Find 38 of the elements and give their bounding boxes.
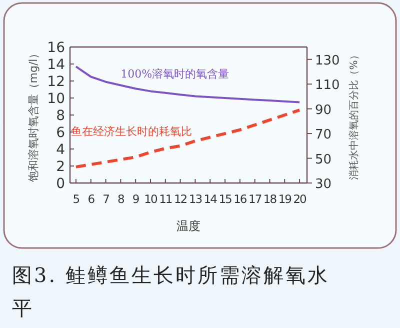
y-tick-label: 2 [56, 159, 65, 175]
y-axis-title: 饱和溶氧时氧含量（mg/l） [27, 48, 40, 184]
x-axis-title: 温度 [176, 219, 200, 233]
y2-tick-label: 110 [315, 78, 340, 94]
x-tick-label: 12 [174, 192, 188, 206]
y2-axis-title: 消耗水中溶氧的百分比（%） [348, 50, 360, 180]
series-label: 100%溶氧时的氧含量 [120, 67, 230, 80]
y2-tick-label: 70 [315, 128, 332, 143]
x-tick-label: 15 [218, 192, 232, 206]
x-tick-label: 9 [132, 192, 140, 206]
y-tick-label: 8 [56, 108, 65, 124]
y-tick-label: 0 [56, 176, 65, 192]
x-tick-label: 19 [278, 192, 292, 206]
series-label: 鱼在经济生长时的耗氧比 [70, 124, 192, 138]
x-tick-label: 20 [293, 192, 307, 206]
x-tick-label: 11 [159, 192, 172, 206]
x-tick-label: 10 [144, 192, 158, 206]
y2-tick-label: 130 [315, 53, 340, 68]
y-tick-label: 6 [56, 125, 66, 141]
x-tick-label: 16 [234, 192, 247, 206]
x-tick-label: 7 [102, 192, 110, 206]
y-tick-label: 4 [56, 142, 66, 158]
x-tick-label: 8 [118, 192, 125, 206]
x-tick-label: 5 [72, 192, 80, 206]
y-tick-label: 12 [47, 74, 65, 90]
y2-tick-label: 30 [315, 177, 332, 192]
x-tick-label: 17 [248, 192, 262, 206]
y2-tick-label: 50 [315, 152, 332, 168]
line-series [74, 66, 301, 104]
text: 图3. 鲑鳟鱼生长时所需溶解氧水平 [12, 263, 330, 320]
x-tick-label: 6 [88, 192, 95, 206]
x-tick-label: 13 [188, 192, 202, 206]
y-tick-label: 16 [47, 40, 66, 56]
x-tick-label: 14 [204, 192, 218, 206]
y2-tick-label: 90 [315, 102, 332, 118]
y-tick-label: 14 [47, 57, 66, 73]
x-tick-label: 18 [263, 192, 277, 206]
y-tick-label: 10 [47, 91, 65, 107]
